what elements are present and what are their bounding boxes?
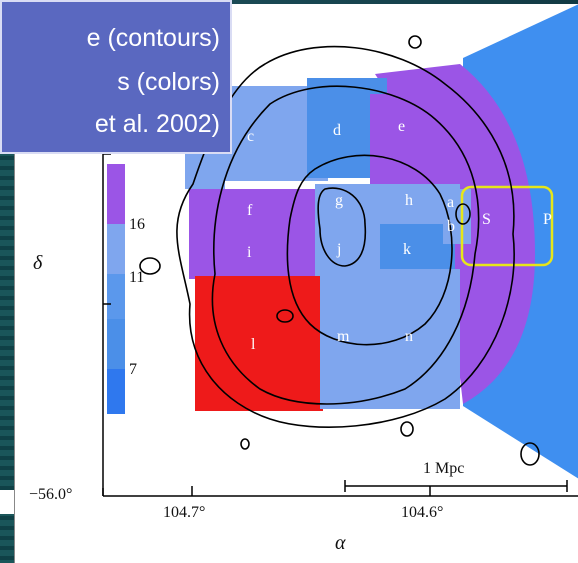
region-label-S: S (482, 211, 491, 228)
scale-bar (344, 480, 568, 492)
region-label-g: g (335, 192, 343, 209)
contour-blob-4 (408, 35, 422, 49)
y-axis-title: δ (33, 252, 43, 274)
colorbar-tick-16: 16 (129, 216, 145, 233)
region-label-h: h (405, 192, 413, 209)
region-label-n: n (405, 328, 413, 345)
region-f-block (189, 189, 319, 279)
x-tick-label-1047: 104.7° (163, 504, 206, 521)
region-e-block (370, 94, 460, 189)
cluster-map-svg (102, 4, 578, 497)
y-tick-label: −56.0° (29, 486, 73, 503)
region-k-block (380, 224, 455, 269)
region-label-j: j (337, 241, 342, 258)
colorbar-tick-7: 7 (129, 361, 137, 378)
x-axis-title: α (335, 532, 346, 554)
region-label-m: m (337, 328, 350, 345)
colorbar (107, 164, 125, 414)
contour-blob-5 (276, 309, 294, 323)
contour-blob-2 (455, 203, 471, 225)
region-label-f: f (247, 202, 253, 219)
region-l-block (195, 276, 323, 411)
contour-middle (211, 85, 480, 405)
caption-box: e (contours) s (colors) et al. 2002) (0, 0, 232, 154)
x-ray-contours (139, 35, 540, 466)
region-label-k: k (403, 241, 411, 258)
contour-core (317, 187, 367, 267)
contour-blob-3 (520, 442, 540, 466)
contour-blob-6 (400, 421, 414, 437)
region-label-P: P (543, 211, 552, 228)
region-mn-block (320, 269, 460, 409)
region-label-c: c (247, 128, 255, 145)
region-label-d: d (333, 122, 341, 139)
contour-blob-7 (240, 438, 250, 450)
cluster-map-figure: c d e f g h a b S P i j k l m n 16 11 7 … (14, 4, 578, 563)
region-label-i: i (247, 244, 252, 261)
caption-line-2: s (colors) (117, 68, 220, 96)
caption-line-3: et al. 2002) (94, 110, 220, 138)
contour-outer (176, 45, 515, 428)
caption-line-1: e (contours) (86, 24, 220, 52)
region-label-a: a (447, 194, 455, 211)
scale-bar-label: 1 Mpc (423, 460, 465, 477)
region-label-l: l (251, 336, 256, 353)
contour-inner (286, 154, 453, 346)
x-tick-label-1046: 104.6° (401, 504, 444, 521)
highlight-box (460, 185, 554, 267)
slide-corner-block (0, 490, 14, 514)
contour-blob-1 (139, 257, 161, 275)
colorbar-tick-11: 11 (129, 269, 145, 286)
region-label-e: e (398, 118, 406, 135)
region-label-b: b (447, 218, 455, 235)
